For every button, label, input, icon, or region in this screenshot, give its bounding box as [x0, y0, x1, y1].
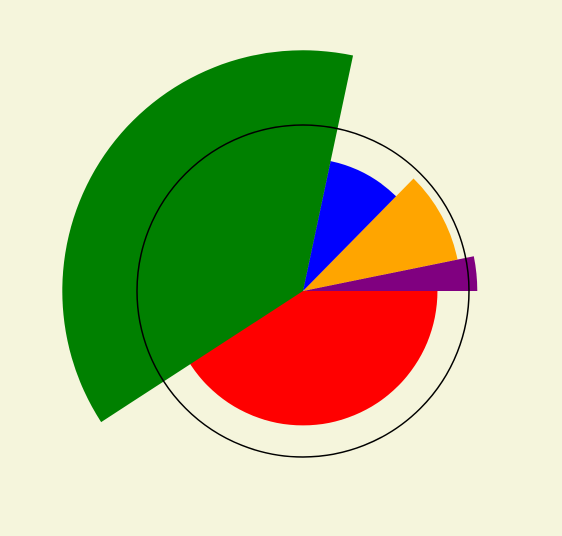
slice-purple [303, 256, 478, 291]
slice-green [62, 50, 354, 423]
reference-circle [136, 124, 470, 458]
slice-blue [303, 161, 397, 291]
slice-orange [303, 178, 458, 291]
slices-layer [62, 50, 478, 426]
